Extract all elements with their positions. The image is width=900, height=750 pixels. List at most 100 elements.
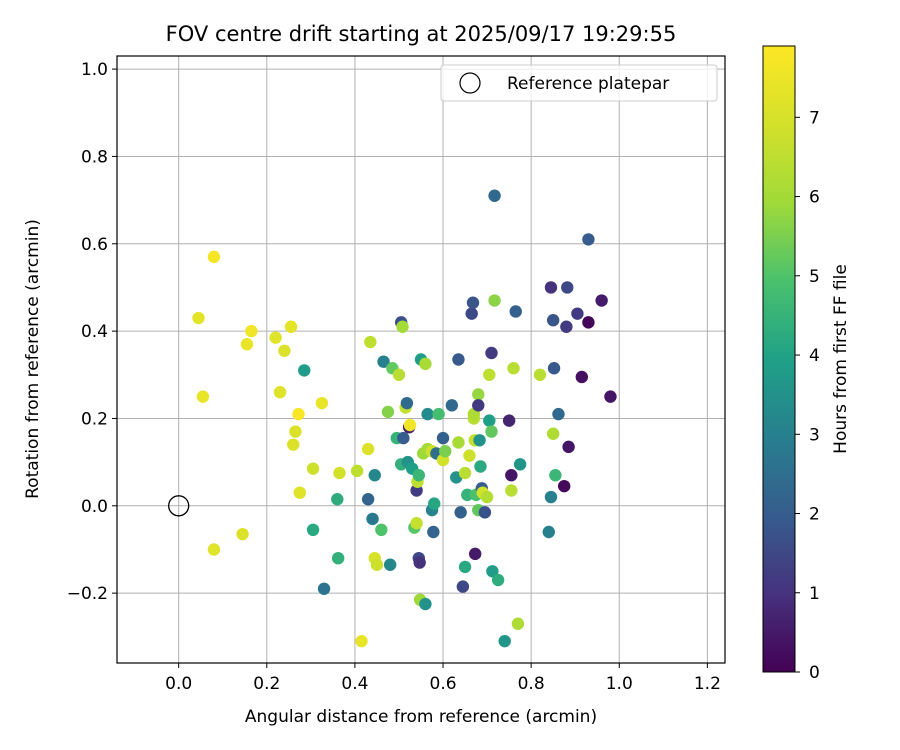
scatter-point <box>604 390 617 403</box>
colorbar-tick-label: 7 <box>809 108 820 128</box>
x-axis-label: Angular distance from reference (arcmin) <box>245 707 597 727</box>
scatter-point <box>466 296 480 309</box>
scatter-point <box>375 523 388 537</box>
colorbar-ticks: 0 1 2 3 4 5 6 7 <box>795 108 820 683</box>
scatter-point <box>419 357 432 371</box>
x-tick-label: 0.4 <box>341 674 368 694</box>
scatter-point <box>544 490 558 504</box>
scatter-point <box>546 427 560 440</box>
scatter-point <box>472 388 485 401</box>
scatter-point <box>403 418 417 432</box>
scatter-point <box>364 335 377 349</box>
scatter-point <box>368 469 381 482</box>
scatter-point <box>421 407 434 421</box>
scatter-point <box>488 294 501 307</box>
scatter-point <box>456 580 470 593</box>
scatter-point <box>436 431 450 445</box>
scatter-point <box>306 462 320 475</box>
colorbar-tick-label: 0 <box>809 663 820 683</box>
scatter-point <box>507 362 520 375</box>
scatter-point <box>502 414 516 427</box>
scatter-point <box>269 331 282 344</box>
scatter-point <box>366 512 379 526</box>
scatter-point <box>454 506 467 519</box>
x-tick-label: 0.6 <box>430 674 457 694</box>
colorbar: 0 1 2 3 4 5 6 7 Hours from first FF file <box>762 45 851 683</box>
scatter-point <box>428 497 441 510</box>
x-axis-ticks: 0.0 0.2 0.4 0.6 0.8 1.0 1.2 <box>165 663 721 694</box>
scatter-point <box>560 320 573 333</box>
legend: Reference platepar <box>440 64 718 102</box>
scatter-point <box>595 294 608 307</box>
scatter-point <box>207 543 221 556</box>
scatter-point <box>196 390 210 403</box>
scatter-point <box>412 469 425 482</box>
scatter-point <box>463 449 476 462</box>
scatter-point <box>483 368 496 381</box>
scatter-point <box>474 460 487 473</box>
scatter-point <box>582 233 595 246</box>
scatter-point <box>400 396 414 410</box>
scatter-point <box>480 490 494 504</box>
scatter-point <box>491 573 505 587</box>
scatter-point <box>236 527 249 541</box>
scatter-point <box>245 324 258 338</box>
scatter-point <box>483 414 496 427</box>
scatter-point <box>381 405 395 419</box>
scatter-point <box>542 525 555 539</box>
scatter-point <box>331 551 345 565</box>
scatter-point <box>505 469 518 482</box>
scatter-points <box>192 189 617 648</box>
y-axis-label: Rotation from reference (arcmin) <box>23 219 43 499</box>
scatter-point <box>240 338 254 351</box>
scatter-point <box>298 364 311 377</box>
scatter-point <box>419 597 432 611</box>
legend-box <box>440 64 718 102</box>
scatter-point <box>505 484 518 497</box>
y-tick-label: 0.2 <box>81 409 108 429</box>
x-tick-label: 0.0 <box>165 674 192 694</box>
scatter-point <box>410 517 423 530</box>
scatter-point <box>562 440 575 454</box>
colorbar-bar <box>762 45 796 673</box>
reference-platepar-marker <box>168 495 190 517</box>
scatter-point <box>413 556 426 569</box>
colorbar-tick-label: 1 <box>809 584 820 604</box>
scatter-point <box>452 353 465 366</box>
scatter-point <box>439 445 452 458</box>
y-tick-label: 0.4 <box>81 322 108 342</box>
scatter-point <box>315 396 329 410</box>
scatter-point <box>427 525 440 539</box>
scatter-point <box>452 436 465 449</box>
scatter-point <box>350 464 364 478</box>
legend-marker-icon <box>459 72 481 94</box>
scatter-point <box>549 469 562 482</box>
scatter-point <box>289 425 302 438</box>
scatter-point <box>461 488 474 502</box>
scatter-point <box>478 506 492 519</box>
scatter-point <box>509 305 522 318</box>
y-tick-label: −0.2 <box>67 584 108 604</box>
y-tick-label: 1.0 <box>81 60 108 80</box>
scatter-point <box>552 407 565 421</box>
scatter-point <box>432 407 445 421</box>
scatter-point <box>287 438 300 451</box>
scatter-point <box>361 442 375 456</box>
scatter-point <box>511 617 525 630</box>
scatter-point <box>472 399 485 412</box>
scatter-point <box>192 311 205 325</box>
scatter-point <box>546 313 560 327</box>
x-tick-label: 0.2 <box>253 674 280 694</box>
x-tick-label: 1.0 <box>606 674 633 694</box>
scatter-point <box>468 547 482 561</box>
scatter-point <box>486 565 499 578</box>
scatter-point <box>485 425 498 438</box>
colorbar-tick-label: 4 <box>809 346 820 366</box>
scatter-point <box>383 558 397 571</box>
scatter-point <box>331 493 344 506</box>
scatter-point <box>561 281 574 294</box>
x-tick-label: 0.8 <box>518 674 545 694</box>
scatter-point <box>207 250 221 264</box>
chart-title: FOV centre drift starting at 2025/09/17 … <box>166 22 677 46</box>
x-tick-label: 1.2 <box>694 674 721 694</box>
